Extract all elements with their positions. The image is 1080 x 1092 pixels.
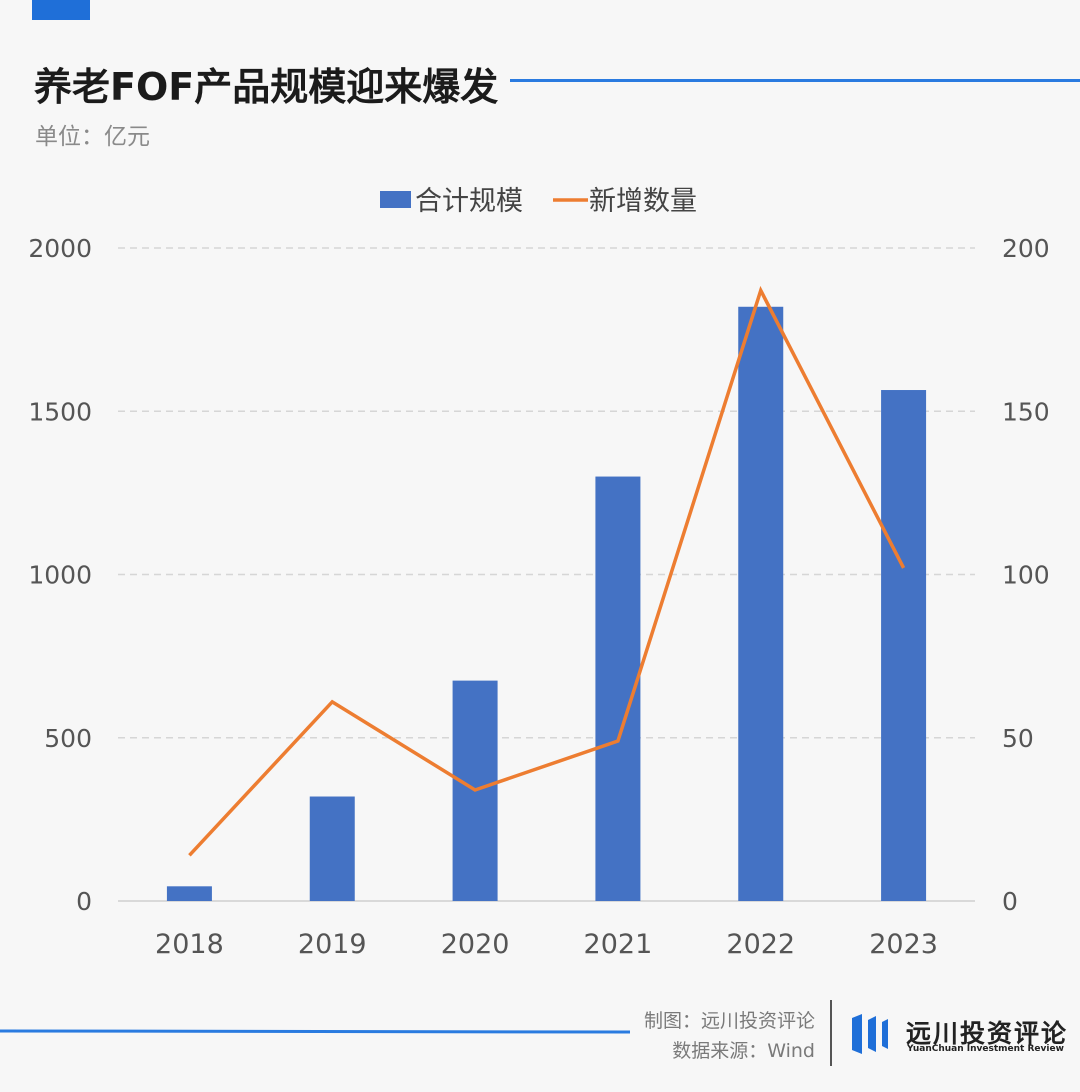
legend-label-line: 新增数量 <box>589 186 697 217</box>
x-tick-label: 2020 <box>441 929 510 960</box>
x-tick-label: 2018 <box>155 929 224 960</box>
x-tick-label: 2022 <box>726 929 795 960</box>
legend: 合计规模 新增数量 <box>380 186 697 217</box>
logo-text-en: YuanChuan Investment Review <box>907 1044 1064 1054</box>
right-tick-label: 50 <box>1002 724 1034 753</box>
x-tick-label: 2019 <box>298 929 367 960</box>
left-tick-label: 2000 <box>28 234 92 263</box>
logo-mark-icon <box>852 1014 888 1054</box>
bar <box>309 796 355 901</box>
x-axis-ticks: 2018 2019 2020 2021 2022 2023 <box>155 929 938 960</box>
left-tick-label: 1000 <box>28 561 92 590</box>
right-tick-label: 150 <box>1002 397 1050 426</box>
chart-title: 养老FOF产品规模迎来爆发 <box>34 65 499 109</box>
right-tick-label: 200 <box>1002 234 1050 263</box>
bar <box>881 390 927 901</box>
bar <box>738 306 784 901</box>
left-axis-ticks: 0 500 1000 1500 2000 <box>28 234 92 916</box>
brand-logo: 远川投资评论 YuanChuan Investment Review <box>852 1012 1066 1062</box>
left-tick-label: 1500 <box>28 397 92 426</box>
footer-rule <box>0 1029 630 1034</box>
x-tick-label: 2023 <box>869 929 938 960</box>
corner-accent-block <box>32 0 90 20</box>
line-series <box>188 285 906 857</box>
logo-text-cn: 远川投资评论 <box>906 1019 1069 1048</box>
unit-label: 单位：亿元 <box>35 124 150 150</box>
title-rule <box>510 79 1080 82</box>
footer-divider <box>830 1000 832 1066</box>
right-axis-ticks: 0 50 100 150 200 <box>1002 234 1050 916</box>
chart: 合计规模 新增数量 0 500 1000 1500 2000 0 50 100 150 200 2… <box>28 186 1050 960</box>
left-tick-label: 0 <box>76 887 92 916</box>
gridlines <box>118 247 975 902</box>
left-tick-label: 500 <box>44 724 92 753</box>
right-tick-label: 0 <box>1002 887 1018 916</box>
legend-swatch-bar <box>380 191 411 208</box>
right-tick-label: 100 <box>1002 561 1050 590</box>
credit-source: 数据来源：Wind <box>672 1040 815 1062</box>
x-tick-label: 2021 <box>584 929 653 960</box>
bar <box>166 886 212 901</box>
bar-series <box>166 306 927 901</box>
line-path <box>188 285 906 857</box>
credit-maker: 制图：远川投资评论 <box>643 1010 815 1032</box>
legend-label-bar: 合计规模 <box>415 186 523 217</box>
